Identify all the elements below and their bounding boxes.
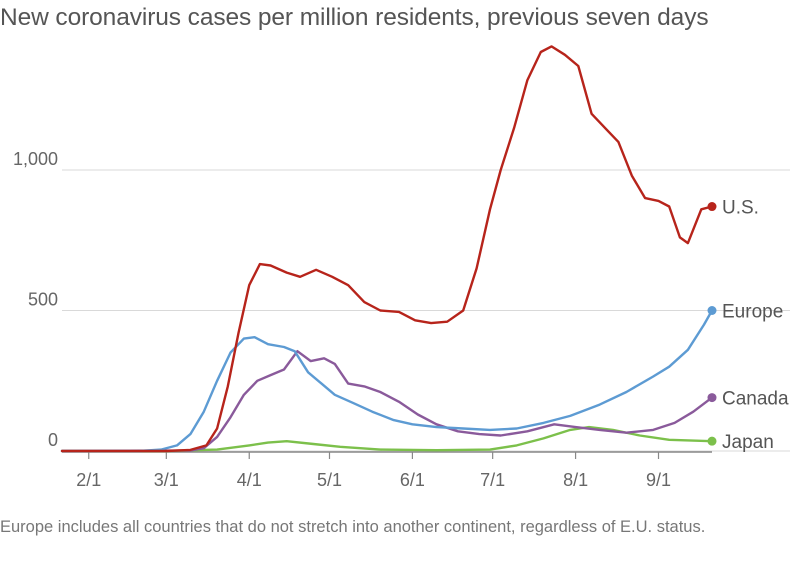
series-line-japan (60, 425, 714, 453)
x-tick-label: 7/1 (480, 470, 505, 490)
series-label-japan: Japan (722, 432, 774, 453)
series-label-canada: Canada (722, 389, 789, 410)
chart-title: New coronavirus cases per million reside… (0, 4, 709, 31)
series-end-dot-us (707, 202, 717, 212)
y-axis-tick-labels: 0 500 1,000 (13, 149, 58, 450)
series-line-us (60, 45, 714, 453)
series-line-canada (60, 350, 714, 453)
x-tick-label: 3/1 (154, 470, 179, 490)
line-chart: 0 500 1,000 2/1 3/1 4/1 5/1 6/1 7/1 8/1 9/1 Japan… (13, 45, 790, 490)
x-tick-label: 9/1 (646, 470, 671, 490)
series-end-dot-japan (707, 436, 717, 446)
series-lines (60, 45, 714, 453)
x-tick-label: 2/1 (76, 470, 101, 490)
series-label-europe: Europe (722, 302, 783, 323)
series-end-labels: Japan Canada Europe U.S. (707, 198, 789, 453)
series-label-us: U.S. (722, 198, 759, 219)
gridlines (62, 169, 790, 452)
x-tick-label: 8/1 (563, 470, 588, 490)
x-tick-label: 5/1 (317, 470, 342, 490)
x-tick-label: 4/1 (237, 470, 262, 490)
y-tick-label: 0 (48, 430, 58, 450)
series-end-dot-canada (707, 393, 717, 403)
x-tick-label: 6/1 (400, 470, 425, 490)
y-tick-label: 1,000 (13, 149, 58, 169)
series-end-dot-europe (707, 306, 717, 315)
x-axis: 2/1 3/1 4/1 5/1 6/1 7/1 8/1 9/1 (62, 451, 712, 490)
series-line-europe (60, 309, 714, 453)
chart-note: Europe includes all countries that do no… (0, 518, 706, 536)
y-tick-label: 500 (28, 290, 58, 310)
